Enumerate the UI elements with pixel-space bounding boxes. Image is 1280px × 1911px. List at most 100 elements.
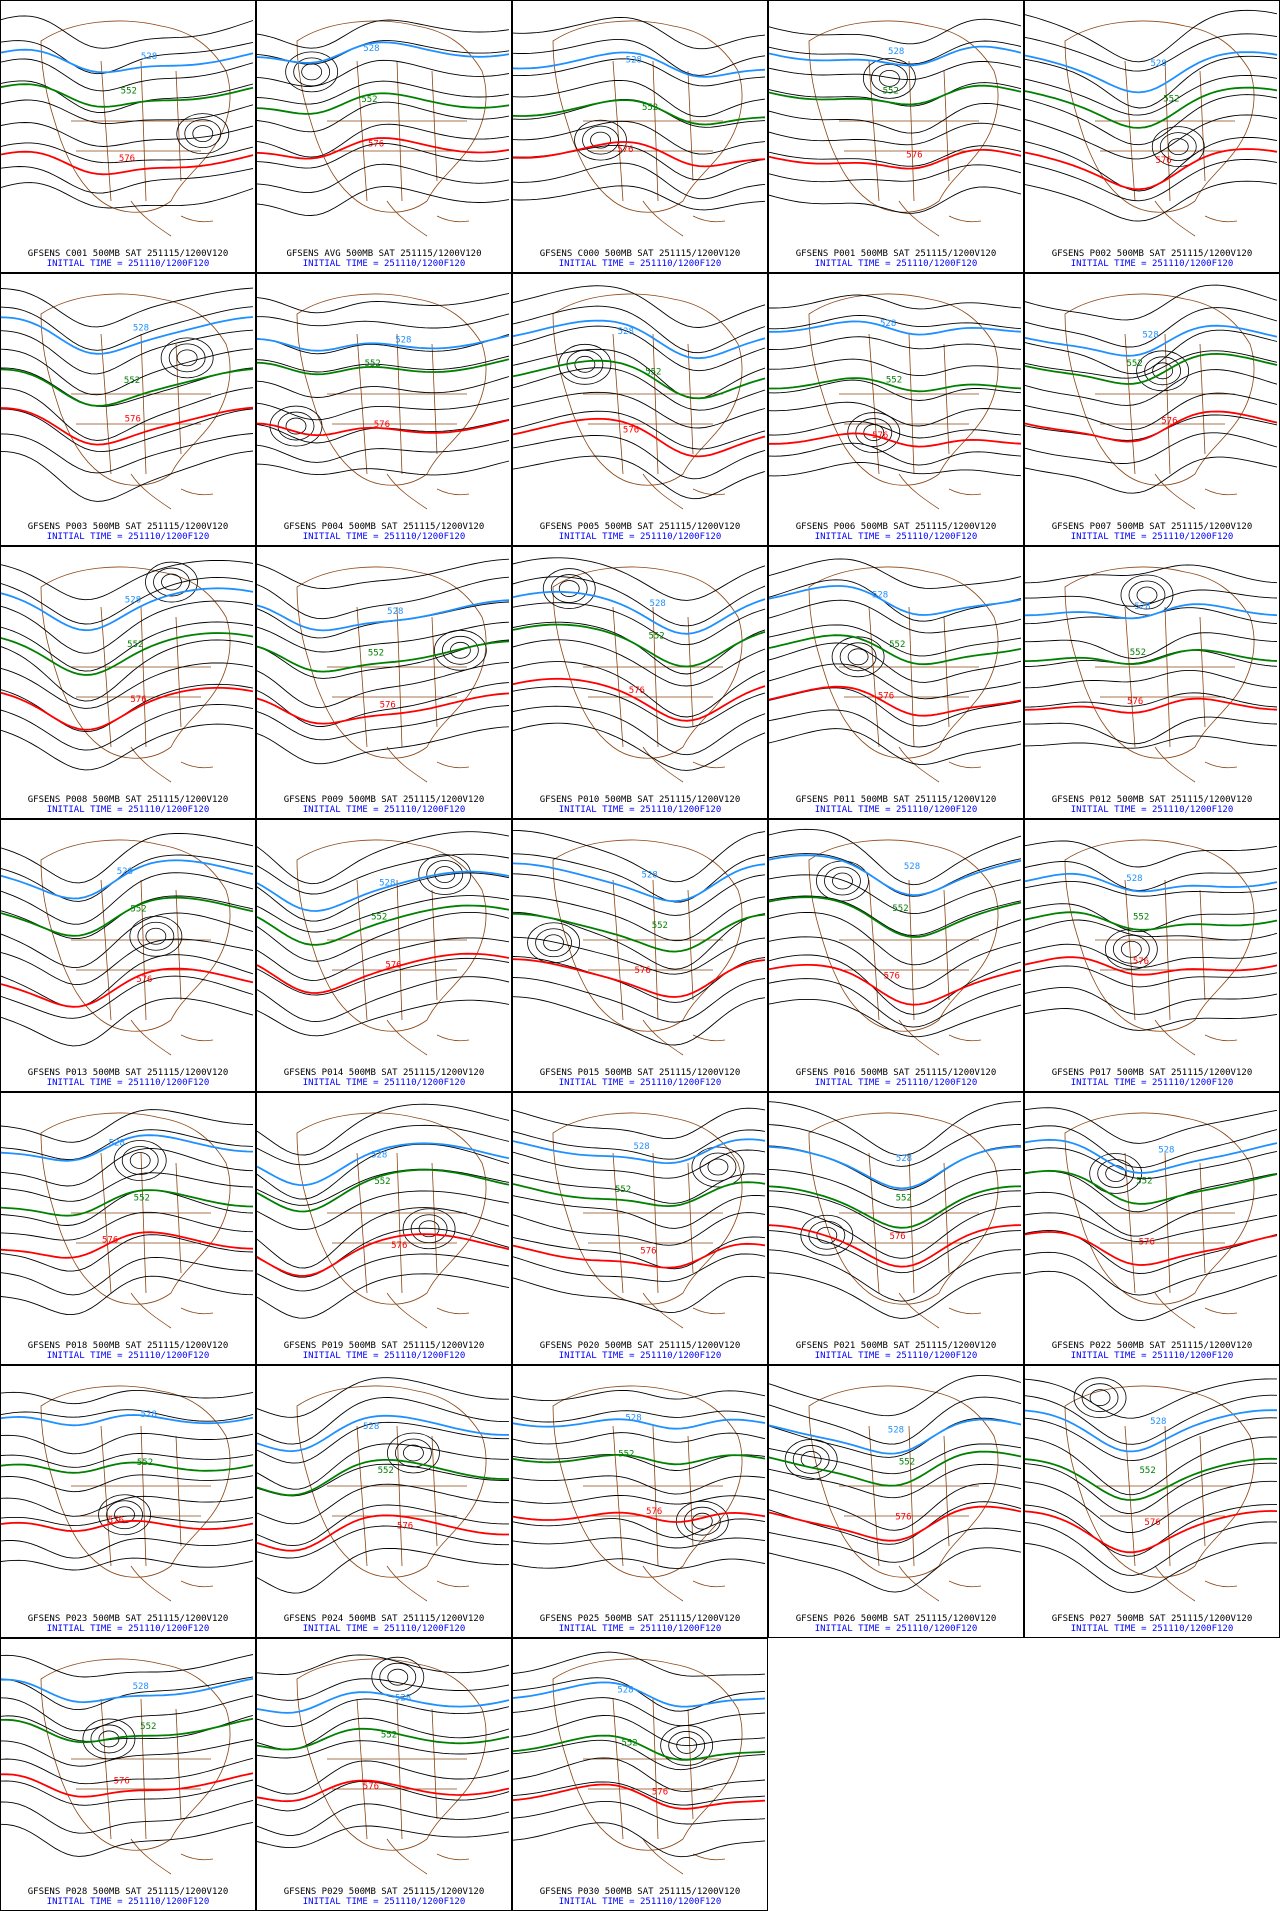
closed-low-contour: [542, 568, 596, 609]
contour-552-label: 552: [365, 359, 381, 369]
closed-low-contour: [379, 1662, 417, 1692]
ensemble-member-panel: 528 552 576 GFSENS P015 500MB SAT 251115/12…: [512, 819, 768, 1092]
closed-low-contour: [98, 1730, 120, 1748]
black-contours: [257, 19, 510, 216]
ensemble-member-panel: 528 552 576 GFSENS P017 500MB SAT 251115/12…: [1024, 819, 1280, 1092]
ensemble-member-panel: 528 552 576 GFSENS P029 500MB SAT 251115/12…: [256, 1638, 512, 1911]
height-contour-map: 528 552 576: [257, 292, 510, 510]
black-contours: [513, 16, 766, 211]
contour-528: [257, 1142, 510, 1187]
closed-low-contour: [847, 412, 901, 453]
geography-outline: [296, 566, 487, 783]
panel-caption-title: GFSENS P005 500MB SAT 251115/1200V120: [539, 522, 741, 532]
contour-576: [1, 967, 254, 1008]
contour-528: [257, 1691, 510, 1714]
contour-576-label: 576: [136, 975, 152, 985]
panel-caption-initial-time: INITIAL TIME = 251110/1200F120: [1070, 259, 1234, 269]
contour-528: [769, 585, 1022, 616]
geography-outline: [1064, 839, 1255, 1056]
closed-low-contour: [707, 1158, 729, 1176]
panel-caption-initial-time: INITIAL TIME = 251110/1200F120: [558, 259, 722, 269]
height-contour-map: 528 552 576: [769, 1101, 1022, 1329]
contour-552-label: 552: [1127, 359, 1143, 369]
black-contours: [1, 1389, 254, 1571]
closed-low-contour: [870, 63, 908, 93]
panel-caption-title: GFSENS P012 500MB SAT 251115/1200V120: [1051, 795, 1253, 805]
ensemble-member-panel: 528 552 576 GFSENS P011 500MB SAT 251115/12…: [768, 546, 1024, 819]
contour-576: [1025, 410, 1278, 443]
panel-caption-title: GFSENS P006 500MB SAT 251115/1200V120: [795, 522, 997, 532]
panel-caption-title: GFSENS P016 500MB SAT 251115/1200V120: [795, 1068, 997, 1078]
contour-576-label: 576: [878, 691, 894, 701]
height-contour-map: 528 552 576: [1025, 1377, 1278, 1602]
panel-caption-initial-time: INITIAL TIME = 251110/1200F120: [46, 1078, 210, 1088]
panel-caption-title: GFSENS P002 500MB SAT 251115/1200V120: [1051, 249, 1253, 259]
ensemble-member-panel: 528 552 576 GFSENS P005 500MB SAT 251115/12…: [512, 273, 768, 546]
contour-576: [769, 1505, 1022, 1542]
contour-552-label: 552: [1140, 1466, 1156, 1476]
ensemble-member-panel: 528 552 576 GFSENS P020 500MB SAT 251115/12…: [512, 1092, 768, 1365]
contour-552: [769, 1450, 1022, 1487]
contour-576-label: 576: [1127, 697, 1143, 707]
geography-outline: [1064, 1112, 1255, 1329]
ensemble-member-panel: 528 552 576 GFSENS P002 500MB SAT 251115/12…: [1024, 0, 1280, 273]
contour-552: [257, 904, 510, 946]
contour-552: [1, 368, 254, 407]
panel-caption-title: GFSENS P019 500MB SAT 251115/1200V120: [283, 1341, 485, 1351]
panel-caption-title: GFSENS P014 500MB SAT 251115/1200V120: [283, 1068, 485, 1078]
closed-low-contour: [590, 131, 611, 149]
closed-low-contour: [90, 1724, 128, 1754]
closed-low-contour: [691, 1512, 713, 1530]
panel-caption-title: GFSENS AVG 500MB SAT 251115/1200V120: [286, 249, 482, 259]
contour-552: [1, 632, 254, 676]
panel-caption-initial-time: INITIAL TIME = 251110/1200F120: [814, 1624, 978, 1634]
contour-576: [769, 964, 1022, 1006]
contour-552: [257, 92, 510, 115]
closed-low-contour: [691, 1146, 745, 1188]
contour-576: [1, 406, 254, 446]
panel-caption-title: GFSENS P007 500MB SAT 251115/1200V120: [1051, 522, 1253, 532]
contour-552: [257, 1727, 510, 1751]
contour-576-label: 576: [623, 425, 639, 435]
ensemble-member-panel: 528 552 576 GFSENS P007 500MB SAT 251115/12…: [1024, 273, 1280, 546]
ensemble-member-panel: 528 552 576 GFSENS P012 500MB SAT 251115/12…: [1024, 546, 1280, 819]
closed-low-contour: [784, 1439, 838, 1480]
black-contours: [513, 557, 766, 771]
contour-576: [257, 1233, 510, 1277]
contour-528: [1025, 324, 1278, 357]
contour-576-label: 576: [108, 1516, 124, 1526]
contour-576: [1025, 697, 1278, 714]
closed-low-contour: [839, 642, 877, 672]
panel-caption-title: GFSENS P029 500MB SAT 251115/1200V120: [283, 1887, 485, 1897]
contour-528: [1025, 1138, 1278, 1174]
closed-low-contour: [1152, 362, 1174, 380]
closed-low-contour: [582, 125, 619, 155]
contour-528: [513, 51, 766, 78]
contour-552-label: 552: [137, 1458, 153, 1468]
contour-576-label: 576: [895, 1513, 911, 1523]
closed-low-contour: [1159, 132, 1197, 161]
contour-552-label: 552: [896, 1193, 912, 1203]
contour-528: [257, 41, 510, 64]
panel-caption-title: GFSENS P023 500MB SAT 251115/1200V120: [27, 1614, 229, 1624]
closed-low-contour: [418, 854, 472, 895]
panel-caption-initial-time: INITIAL TIME = 251110/1200F120: [1070, 1624, 1234, 1634]
black-contours: [513, 829, 766, 1046]
black-contours: [769, 1374, 1022, 1593]
contour-528: [1, 859, 254, 900]
closed-low-contour: [418, 1220, 440, 1238]
contour-528: [1, 1677, 254, 1704]
black-contours: [1, 1654, 254, 1857]
panel-caption-initial-time: INITIAL TIME = 251110/1200F120: [814, 1351, 978, 1361]
contour-576: [769, 685, 1022, 717]
contour-552-label: 552: [645, 367, 661, 377]
closed-low-contour: [862, 57, 916, 99]
panel-caption-initial-time: INITIAL TIME = 251110/1200F120: [814, 805, 978, 815]
contour-528: [1, 316, 254, 355]
geography-outline: [40, 1385, 231, 1602]
ensemble-member-panel: 528 552 576 GFSENS P028 500MB SAT 251115/12…: [0, 1638, 256, 1911]
closed-low-contour: [395, 1438, 432, 1468]
contour-528: [1025, 603, 1278, 620]
panel-caption-title: GFSENS P004 500MB SAT 251115/1200V120: [283, 522, 485, 532]
closed-low-contour: [558, 343, 612, 385]
